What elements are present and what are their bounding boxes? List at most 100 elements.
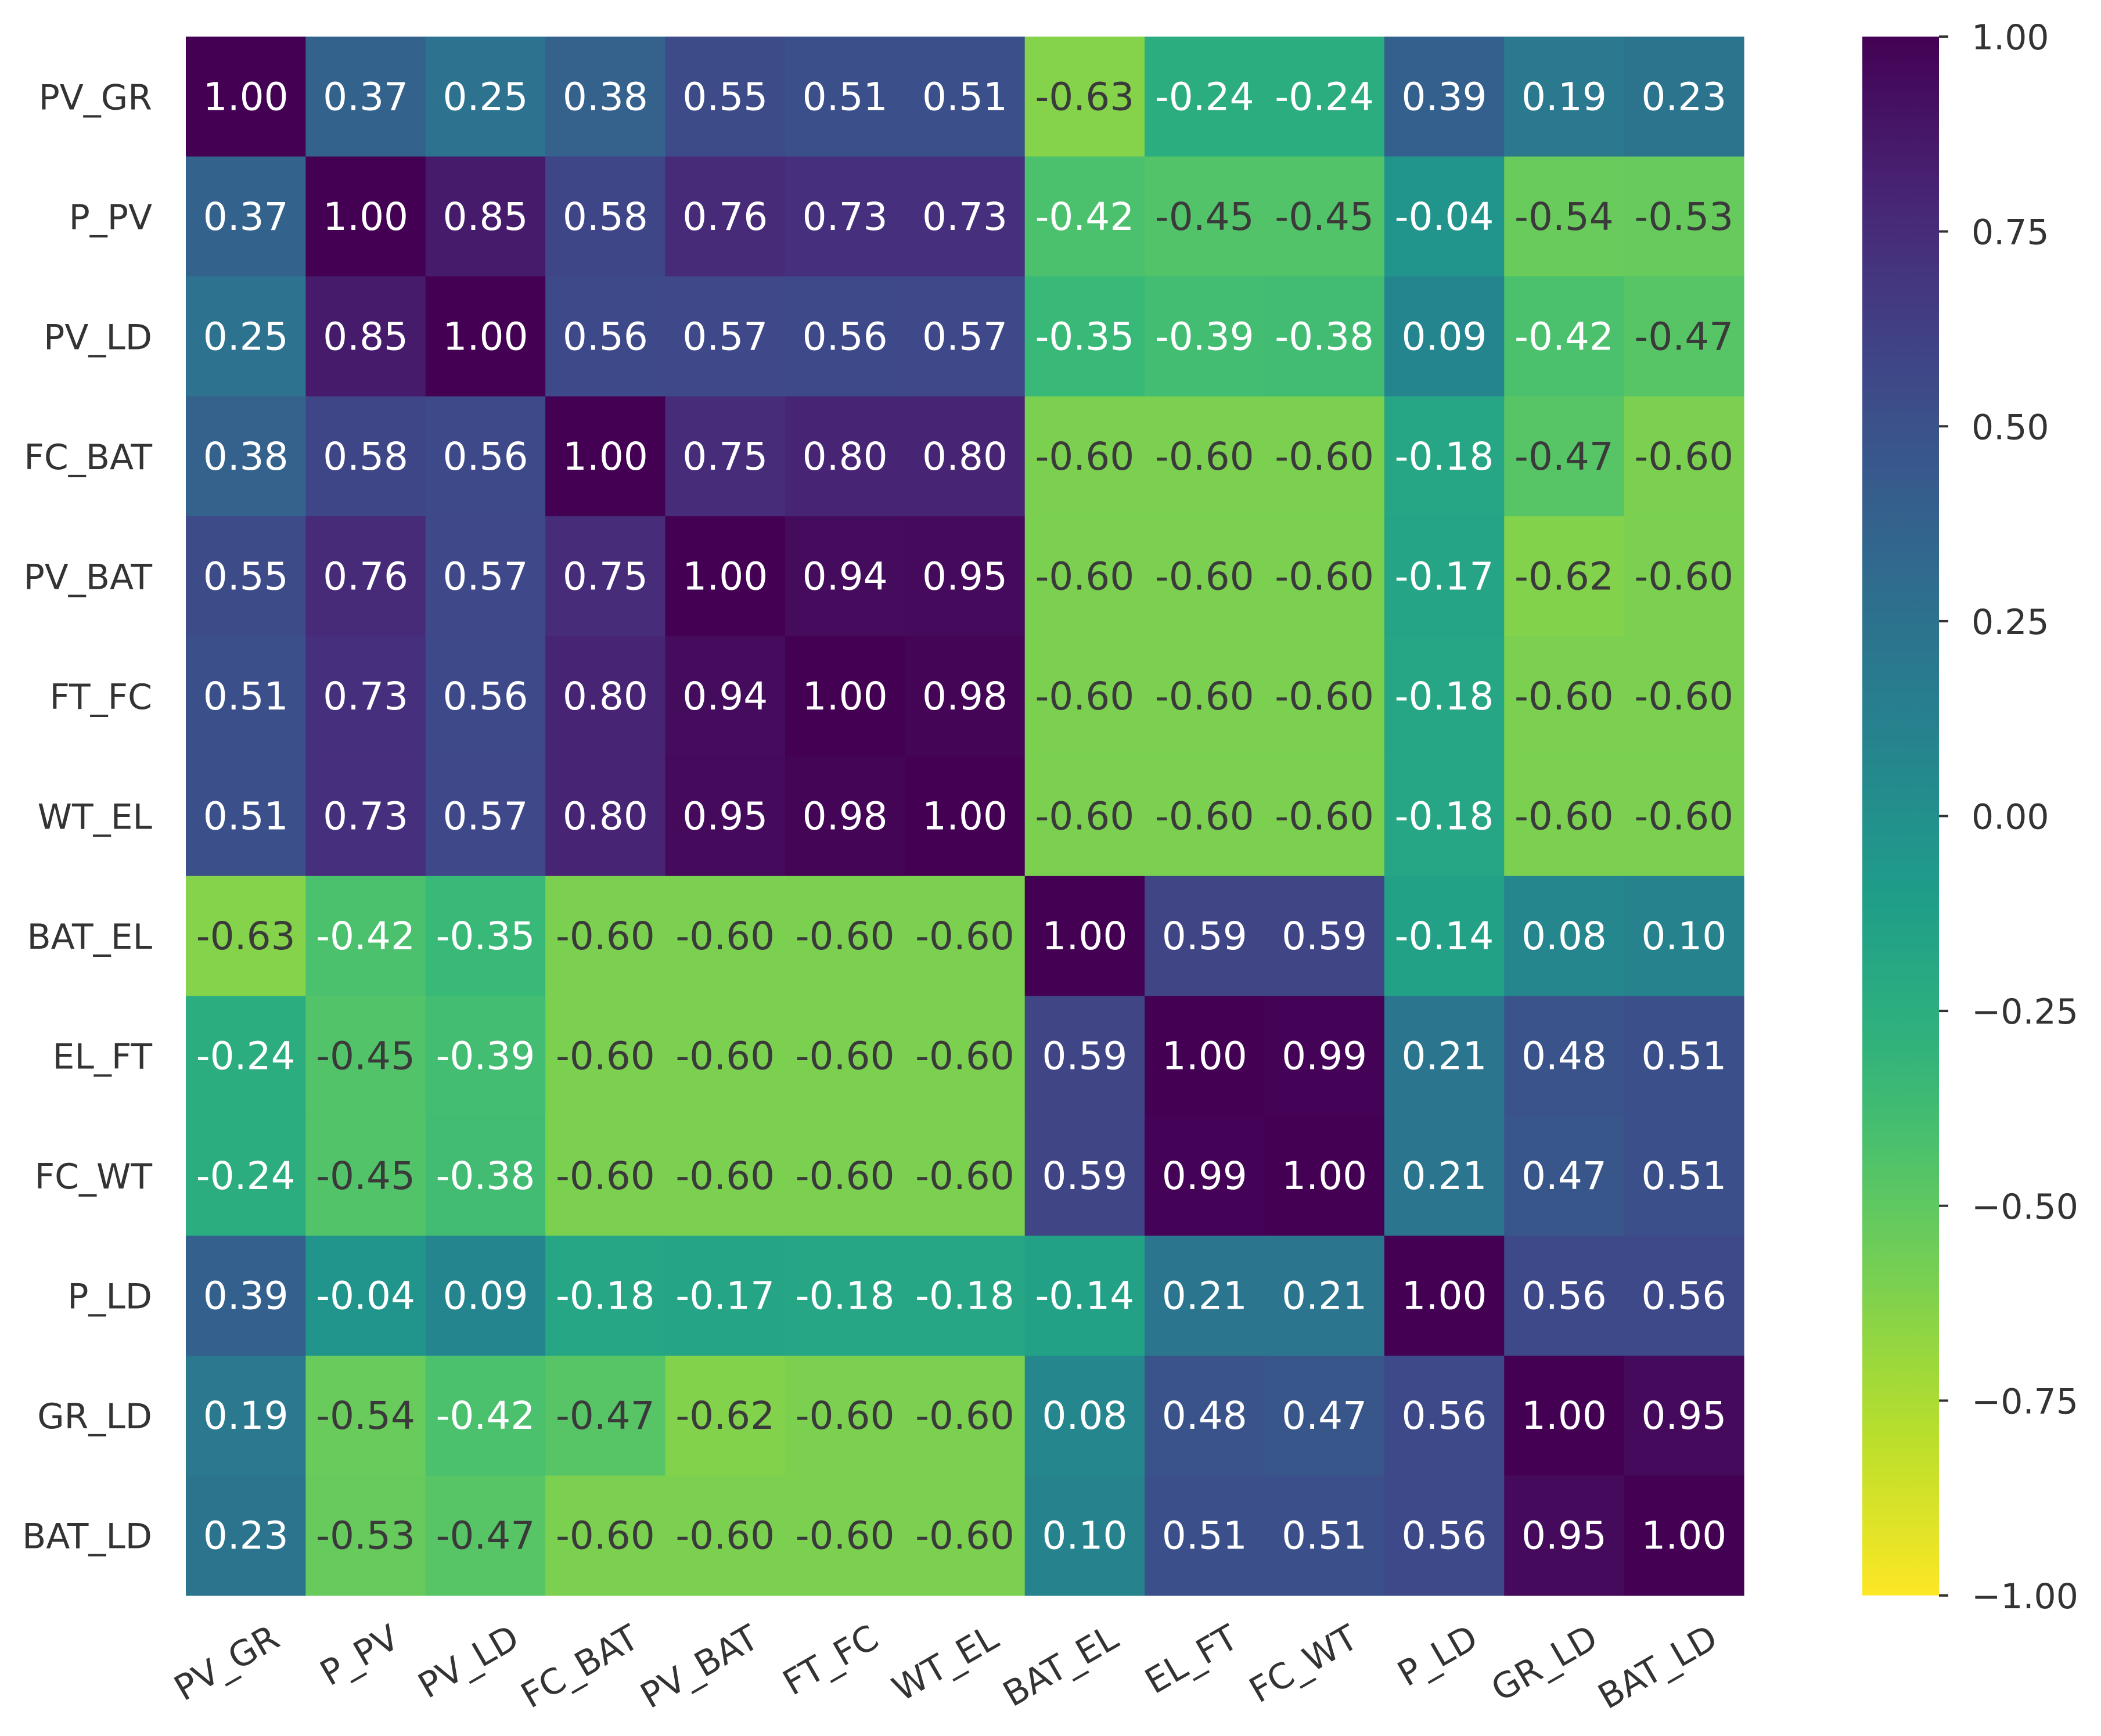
- heatmap-cell: [1145, 1355, 1265, 1476]
- heatmap-cell: [1264, 156, 1385, 277]
- cell-annotation: -0.60: [1035, 794, 1134, 839]
- cell-annotation: 0.59: [1042, 1034, 1127, 1079]
- heatmap-cell: [1024, 37, 1145, 157]
- cell-annotation: -0.60: [1514, 674, 1614, 719]
- heatmap-cell: [1384, 37, 1505, 157]
- cell-annotation: -0.35: [436, 914, 535, 959]
- heatmap-cell: [665, 396, 786, 517]
- heatmap-cell: [1624, 1355, 1744, 1476]
- heatmap-cell: [186, 636, 306, 757]
- cell-annotation: 1.00: [1042, 914, 1127, 959]
- cell-annotation: -0.38: [436, 1154, 535, 1198]
- heatmap-cell: [1264, 1236, 1385, 1356]
- x-tick-label: P_PV: [314, 1617, 406, 1694]
- cell-annotation: 0.99: [1282, 1034, 1367, 1079]
- cell-annotation: 0.75: [563, 554, 648, 599]
- cell-annotation: -0.04: [1395, 195, 1494, 239]
- cell-annotation: 1.00: [1282, 1154, 1367, 1198]
- heatmap-cell: [1504, 276, 1625, 397]
- cell-annotation: 0.94: [682, 674, 768, 719]
- y-tick-label: EL_FT: [53, 1037, 153, 1078]
- heatmap-cell: [1145, 1475, 1265, 1596]
- cell-annotation: -0.63: [1035, 74, 1134, 119]
- cell-annotation: 0.48: [1521, 1034, 1607, 1079]
- heatmap-cell: [905, 1115, 1026, 1236]
- heatmap-cell: [905, 876, 1026, 996]
- heatmap-cell: [186, 1475, 306, 1596]
- heatmap-cell: [545, 276, 666, 397]
- cell-annotation: -0.47: [436, 1514, 535, 1558]
- heatmap-cell: [1264, 1355, 1385, 1476]
- heatmap-cell: [545, 1355, 666, 1476]
- heatmap-cell: [305, 276, 426, 397]
- cell-annotation: 0.48: [1162, 1393, 1247, 1438]
- cell-annotation: 0.95: [682, 794, 768, 839]
- heatmap-cell: [785, 636, 905, 757]
- cell-annotation: -0.60: [675, 1154, 775, 1198]
- heatmap-cell: [1024, 756, 1145, 877]
- cell-annotation: 0.80: [563, 794, 648, 839]
- heatmap-cell: [305, 756, 426, 877]
- heatmap-cell: [1624, 756, 1744, 877]
- cell-annotation: -0.60: [1035, 674, 1134, 719]
- cell-annotation: -0.18: [796, 1274, 895, 1319]
- heatmap-cell: [785, 1236, 905, 1356]
- heatmap-cell: [1024, 1115, 1145, 1236]
- heatmap-cell: [545, 756, 666, 877]
- heatmap-cell: [1624, 996, 1744, 1116]
- heatmap-cell: [305, 996, 426, 1116]
- heatmap-cell: [1024, 396, 1145, 517]
- y-tick-label: FC_WT: [35, 1157, 153, 1197]
- cell-annotation: -0.60: [1155, 434, 1254, 479]
- cell-annotation: -0.60: [1514, 794, 1614, 839]
- heatmap-cell: [905, 276, 1026, 397]
- y-tick-label: PV_GR: [39, 77, 152, 118]
- cell-annotation: -0.60: [1634, 674, 1733, 719]
- y-tick-label: WT_EL: [38, 797, 153, 838]
- cell-annotation: -0.60: [1634, 434, 1733, 479]
- heatmap-cell: [1624, 1236, 1744, 1356]
- heatmap-cell: [1024, 276, 1145, 397]
- cell-annotation: 1.00: [1641, 1514, 1726, 1558]
- cell-annotation: 0.95: [1641, 1393, 1726, 1438]
- heatmap-cell: [186, 396, 306, 517]
- cell-annotation: -0.45: [316, 1154, 415, 1198]
- cell-annotation: 0.57: [442, 554, 528, 599]
- heatmap-cell: [785, 396, 905, 517]
- heatmap-cell: [1264, 37, 1385, 157]
- heatmap-cell: [1264, 1115, 1385, 1236]
- heatmap-cell: [186, 37, 306, 157]
- heatmap-cell: [425, 996, 546, 1116]
- heatmap-cell: [1624, 1475, 1744, 1596]
- cell-annotation: 1.00: [563, 434, 648, 479]
- cell-annotation: 0.76: [323, 554, 408, 599]
- heatmap-cell: [186, 756, 306, 877]
- heatmap-cell: [1504, 1475, 1625, 1596]
- heatmap-cell: [425, 37, 546, 157]
- x-tick-label: PV_LD: [412, 1617, 526, 1706]
- heatmap-cell: [1504, 996, 1625, 1116]
- x-tick-label: GR_LD: [1485, 1617, 1604, 1710]
- cell-annotation: 1.00: [803, 674, 888, 719]
- cell-annotation: -0.42: [1514, 314, 1614, 359]
- heatmap-cell: [1504, 1236, 1625, 1356]
- cell-annotation: -0.14: [1395, 914, 1494, 959]
- heatmap-cell: [785, 1355, 905, 1476]
- heatmap-cell: [186, 996, 306, 1116]
- heatmap-cell: [665, 996, 786, 1116]
- heatmap-cell: [1624, 1115, 1744, 1236]
- heatmap-cell: [305, 876, 426, 996]
- heatmap-cell: [1145, 1115, 1265, 1236]
- y-tick-label: BAT_EL: [27, 917, 152, 957]
- heatmap-cell: [186, 156, 306, 277]
- cell-annotation: 0.59: [1162, 914, 1247, 959]
- heatmap-cell: [1384, 1236, 1505, 1356]
- heatmap-cell: [186, 1115, 306, 1236]
- heatmap-cell: [1384, 1475, 1505, 1596]
- cell-annotation: 0.56: [1641, 1274, 1726, 1319]
- heatmap-cell: [1264, 756, 1385, 877]
- y-tick-label: FT_FC: [49, 677, 152, 718]
- cell-annotation: -0.60: [915, 1154, 1014, 1198]
- cell-annotation: 0.55: [203, 554, 289, 599]
